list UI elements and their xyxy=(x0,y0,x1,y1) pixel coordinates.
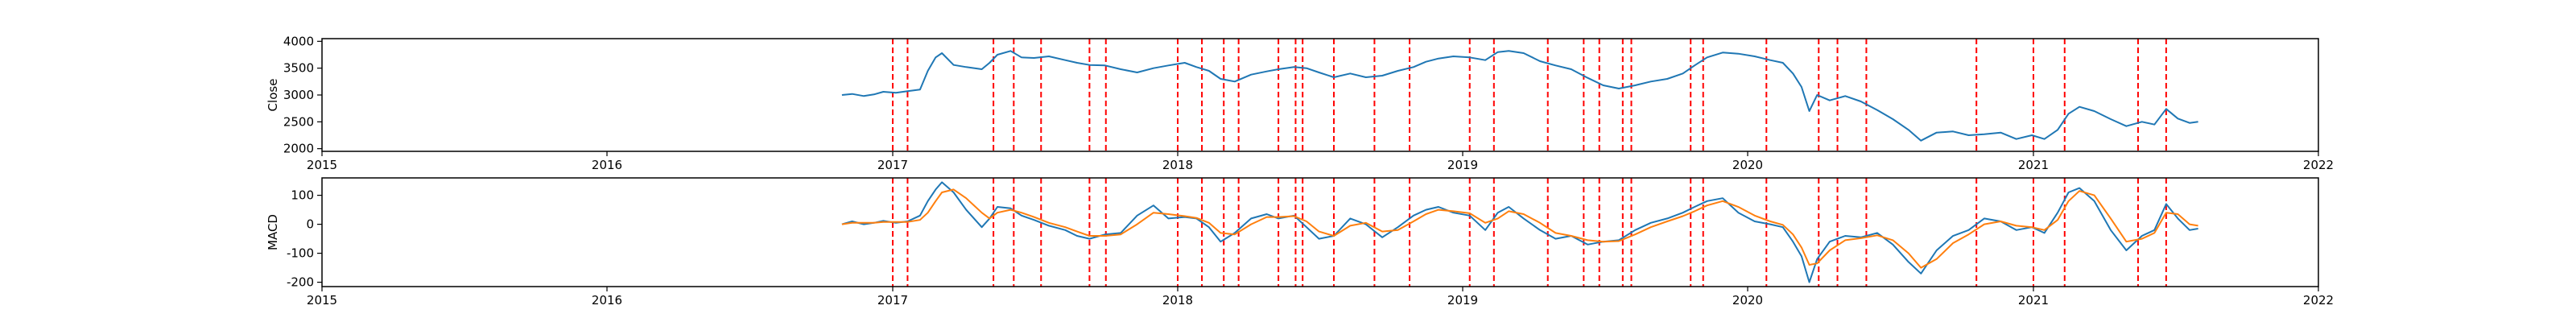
macd-x-tick-label: 2019 xyxy=(1447,293,1478,308)
close-y-tick-label: 4000 xyxy=(283,34,314,48)
close-price-panel: 2015 2016 2017 2018 2019 2020 2021 2022 2000 2500… xyxy=(266,34,2334,172)
macd-x-tick-label: 2015 xyxy=(307,293,337,308)
close-x-tick-label: 2022 xyxy=(2303,158,2334,172)
macd-x-tick-label: 2018 xyxy=(1162,293,1193,308)
close-x-tick-label: 2017 xyxy=(877,158,908,172)
macd-macd-series-line xyxy=(841,181,2198,283)
macd-panel: 2015 2016 2017 2018 2019 2020 2021 2022 -200 -100… xyxy=(266,177,2334,308)
macd-y-axis-label: MACD xyxy=(266,214,280,250)
macd-x-tick-label: 2016 xyxy=(592,293,622,308)
close-y-tick-label: 2000 xyxy=(283,142,314,156)
close-y-tick-label: 3500 xyxy=(283,61,314,76)
close-x-tick-label: 2018 xyxy=(1162,158,1193,172)
macd-y-tick-label: -100 xyxy=(287,246,314,261)
close-y-axis-label: Close xyxy=(266,79,280,112)
macd-y-tick-label: -200 xyxy=(287,275,314,290)
macd-x-tick-label: 2021 xyxy=(2018,293,2049,308)
macd-x-tick-label: 2017 xyxy=(877,293,908,308)
close-close-series-line xyxy=(841,50,2198,142)
macd-x-tick-label: 2020 xyxy=(1732,293,1763,308)
close-x-tick-label: 2019 xyxy=(1447,158,1478,172)
macd-axes-frame xyxy=(321,177,2319,287)
close-x-tick-label: 2015 xyxy=(307,158,337,172)
macd-signal-series-line xyxy=(841,188,2198,269)
close-y-tick-label: 2500 xyxy=(283,114,314,129)
close-axes-frame xyxy=(321,38,2319,152)
close-x-tick-label: 2020 xyxy=(1732,158,1763,172)
close-x-tick-label: 2021 xyxy=(2018,158,2049,172)
macd-y-tick-label: 0 xyxy=(306,217,314,232)
close-y-tick-label: 3000 xyxy=(283,88,314,102)
macd-x-tick-label: 2022 xyxy=(2303,293,2334,308)
macd-y-tick-label: 100 xyxy=(291,188,314,203)
close-x-tick-label: 2016 xyxy=(592,158,622,172)
